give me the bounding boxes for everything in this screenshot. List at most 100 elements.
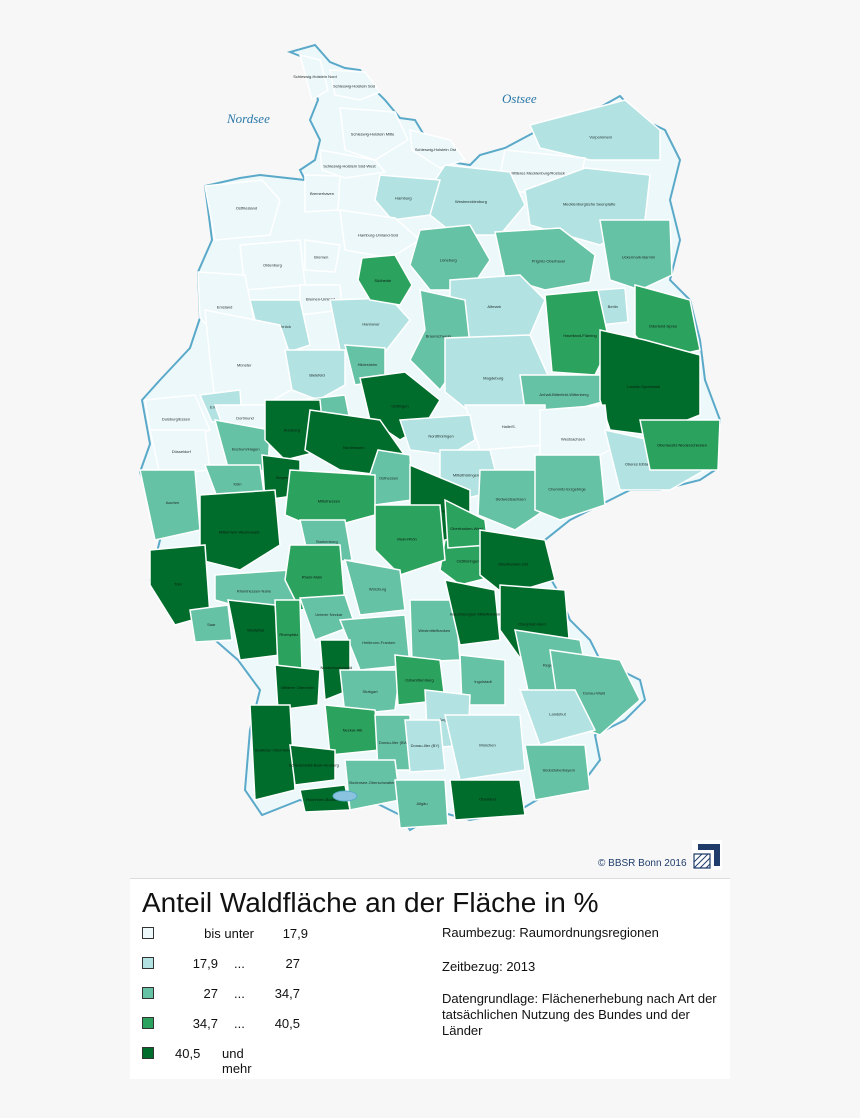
info-zeitbezug: Zeitbezug: 2013 bbox=[442, 959, 536, 974]
region-33 bbox=[284, 349, 346, 401]
region-14 bbox=[304, 239, 341, 273]
region-78 bbox=[274, 664, 321, 711]
region-label: Südwestsachsen bbox=[495, 497, 525, 502]
region-label: Lüneburg bbox=[440, 258, 457, 263]
region-label: Osnabrück bbox=[272, 324, 291, 329]
region-label: Südlicher Oberrhein bbox=[255, 748, 291, 753]
region-5 bbox=[298, 53, 329, 102]
region-label: Mittelthüringen bbox=[453, 473, 479, 478]
legend-lower-bound: bis unter bbox=[204, 926, 254, 941]
region-label: Hildesheim bbox=[358, 362, 378, 367]
region-10 bbox=[374, 174, 441, 221]
region-label: Ostthüringen bbox=[457, 559, 480, 564]
legend-swatch bbox=[142, 1047, 154, 1059]
region-label: Oberfranken-Ost bbox=[498, 562, 529, 567]
legend-lower-bound: 34,7 bbox=[192, 1016, 218, 1031]
region-11 bbox=[304, 174, 341, 213]
region-label: Heilbronn-Franken bbox=[362, 640, 395, 645]
legend-separator: ... bbox=[234, 986, 245, 1001]
region-label: Westsachsen bbox=[561, 437, 585, 442]
region-label: Köln bbox=[233, 481, 241, 486]
region-label: Anhalt-Bitterfeld-Wittenberg bbox=[539, 392, 588, 397]
info-datengrundlage: Datengrundlage: Flächenerhebung nach Art… bbox=[442, 991, 717, 1038]
region-12 bbox=[204, 179, 281, 241]
region-label: Ingolstadt bbox=[474, 679, 492, 684]
legend-separator: ... bbox=[234, 956, 245, 971]
region-label: Nordschwarzwald bbox=[321, 665, 353, 670]
legend-lower-bound: 40,5 bbox=[175, 1046, 201, 1061]
region-label: Schleswig-Holstein Ost bbox=[415, 147, 457, 152]
region-57 bbox=[284, 469, 376, 531]
region-91 bbox=[444, 714, 526, 781]
region-label: Ostwürttemberg bbox=[405, 678, 433, 683]
region-69 bbox=[189, 604, 233, 643]
region-label: Göttingen bbox=[391, 403, 408, 408]
region-label: Mittlerer Oberrhein bbox=[281, 685, 314, 690]
region-label: Würzburg bbox=[369, 586, 386, 591]
region-label: Donau-Iller (BY) bbox=[411, 743, 440, 748]
region-label: Oderland-Spree bbox=[649, 324, 678, 329]
region-label: Allgäu bbox=[416, 801, 427, 806]
legend-upper-bound: 17,9 bbox=[282, 926, 308, 941]
region-label: Bremen-Umland bbox=[306, 296, 335, 301]
legend-upper-bound: 34,7 bbox=[274, 986, 300, 1001]
legend-lower-bound: 17,9 bbox=[192, 956, 218, 971]
sea-label-ostsee: Ostsee bbox=[502, 91, 537, 106]
region-50 bbox=[477, 469, 546, 531]
region-96 bbox=[449, 779, 526, 821]
region-label: Halle/S. bbox=[502, 424, 516, 429]
region-48 bbox=[398, 414, 476, 456]
region-label: Rheinpfalz bbox=[279, 632, 298, 637]
region-54 bbox=[139, 469, 201, 541]
region-label: Neckar-Alb bbox=[343, 728, 364, 733]
region-label: Siegen bbox=[276, 475, 288, 480]
region-76 bbox=[444, 579, 501, 646]
bodensee-lake bbox=[332, 790, 358, 802]
region-1 bbox=[329, 69, 382, 101]
region-90 bbox=[404, 719, 446, 773]
region-6 bbox=[528, 99, 661, 161]
region-label: Oberlausitz-Niederschlesien bbox=[657, 443, 707, 448]
sea-label-nordsee: Nordsee bbox=[227, 111, 270, 126]
region-label: Arnsberg bbox=[284, 428, 300, 433]
region-65 bbox=[374, 504, 446, 576]
legend-swatch bbox=[142, 987, 154, 999]
region-label: Bremen bbox=[314, 254, 328, 259]
legend-panel: Anteil Waldfläche an der Fläche in % bis… bbox=[130, 878, 730, 1079]
region-80 bbox=[339, 669, 401, 716]
legend-lower-bound: 27 bbox=[203, 986, 218, 1001]
region-label: Altmark bbox=[487, 304, 501, 309]
region-51 bbox=[534, 454, 606, 521]
region-label: Stuttgart bbox=[362, 689, 378, 694]
region-label: Chemnitz-Erzgebirge bbox=[548, 487, 586, 492]
region-label: Industrieregion Mittelfranken bbox=[450, 611, 500, 616]
region-label: Nordthüringen bbox=[428, 434, 453, 439]
region-82 bbox=[459, 654, 506, 706]
region-label: Rheinhessen-Nahe bbox=[237, 589, 272, 594]
region-23 bbox=[599, 219, 673, 291]
region-label: Südostoberbayern bbox=[542, 768, 575, 773]
region-label: Bielefeld bbox=[309, 373, 324, 378]
region-label: Westmittelfranken bbox=[418, 628, 450, 633]
region-label: Ostfriesland bbox=[236, 206, 257, 211]
legend-swatch bbox=[142, 1017, 154, 1029]
legend-title: Anteil Waldfläche an der Fläche in % bbox=[142, 887, 599, 918]
region-label: Schleswig-Holstein Süd bbox=[333, 83, 375, 88]
region-label: Havelland-Fläming bbox=[563, 333, 596, 338]
region-label: Bodensee-Oberschwaben bbox=[349, 780, 395, 785]
region-label: Hannover bbox=[362, 322, 380, 327]
region-label: Donau-Iller (BW) bbox=[379, 740, 409, 745]
region-label: Vorpommern bbox=[589, 135, 612, 140]
legend-upper-bound: 40,5 bbox=[274, 1016, 300, 1031]
region-88 bbox=[289, 744, 336, 786]
region-87 bbox=[249, 704, 296, 801]
region-label: Trier bbox=[174, 582, 183, 587]
region-label: Landshut bbox=[549, 711, 566, 716]
legend-separator: ... bbox=[234, 1016, 245, 1031]
legend-swatch bbox=[142, 927, 154, 939]
region-40 bbox=[639, 419, 721, 471]
region-label: Nordhessen bbox=[343, 445, 365, 450]
map-area: Schleswig-Holstein Süd Schleswig-Holstein… bbox=[138, 43, 722, 870]
region-label: Osthessen bbox=[379, 476, 398, 481]
region-label: Westmecklenburg bbox=[455, 199, 487, 204]
